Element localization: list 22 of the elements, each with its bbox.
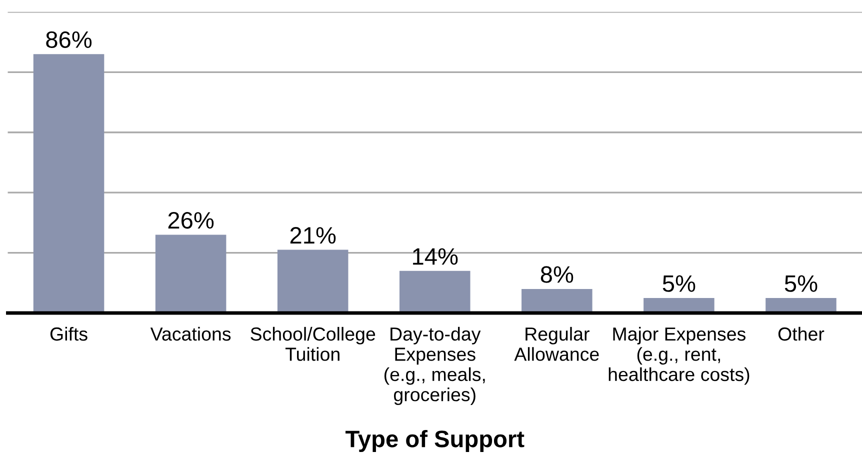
bar	[644, 298, 714, 314]
data-label: 86%	[46, 31, 92, 48]
data-label: 5%	[662, 275, 696, 292]
bar	[155, 234, 226, 314]
x-tick-label: Major Expenses (e.g., rent, healthcare costs)	[608, 326, 750, 385]
x-axis-title: Type of Support	[346, 430, 524, 452]
x-tick-label: Gifts	[50, 326, 88, 341]
bar	[399, 270, 470, 314]
bar	[766, 298, 836, 314]
data-label: 26%	[168, 212, 214, 229]
data-label: 14%	[413, 248, 458, 265]
x-tick-label: Regular Allowance	[514, 326, 599, 361]
x-tick-label: Other	[778, 326, 824, 341]
x-tick-label: Day-to-day Expenses (e.g., meals, groceries)	[384, 326, 485, 405]
data-label: 5%	[784, 275, 818, 292]
x-tick-label: Vacations	[150, 326, 231, 341]
bar	[522, 288, 592, 314]
bar	[277, 250, 348, 314]
data-label: 8%	[540, 266, 574, 283]
data-label: 21%	[290, 227, 336, 244]
bar	[33, 54, 104, 314]
x-tick-label: School/College Tuition	[250, 326, 376, 361]
